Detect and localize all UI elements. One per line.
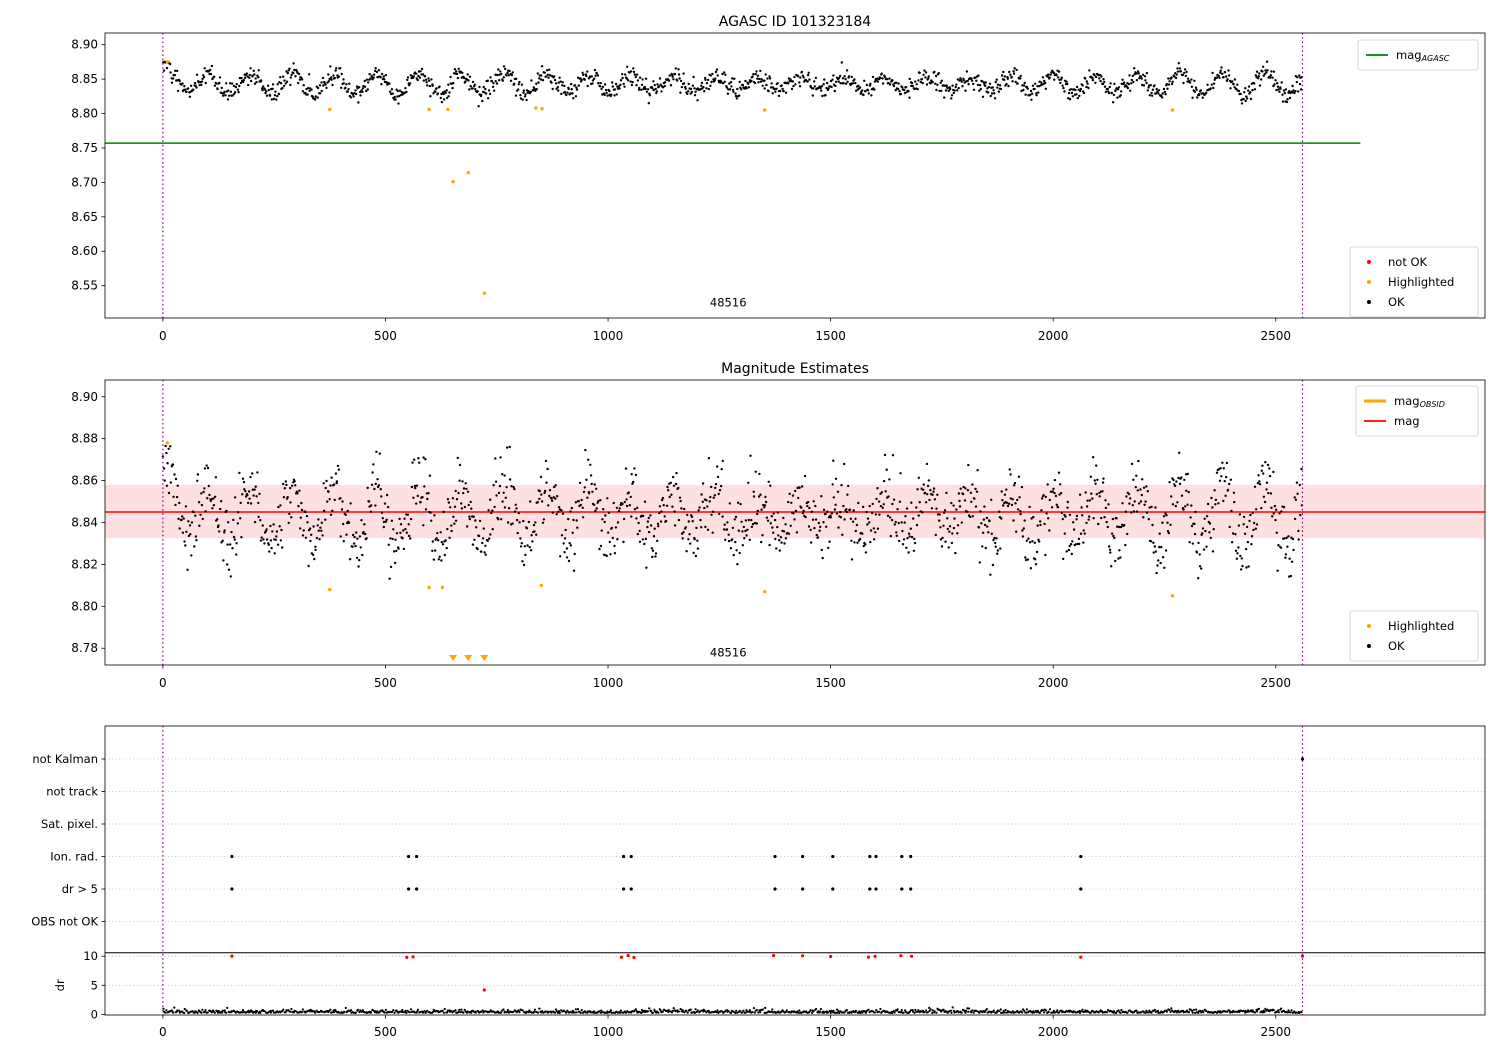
legend-box xyxy=(1357,39,1479,71)
obsid-annotation: 48516 xyxy=(710,646,747,660)
dr-tick-label: 5 xyxy=(91,978,98,992)
axes-frame xyxy=(104,32,1486,319)
dr-tick-label: 0 xyxy=(91,1007,98,1021)
x-tick-label: 2500 xyxy=(1261,329,1292,343)
x-tick-label: 1500 xyxy=(815,1025,846,1039)
dr-axis-label: dr xyxy=(53,979,67,991)
flag-row-label: OBS not OK xyxy=(31,915,98,929)
y-tick-label: 8.90 xyxy=(71,38,98,52)
x-tick-label: 2000 xyxy=(1038,329,1069,343)
legend-dot-sample xyxy=(1367,644,1371,648)
axes-frame xyxy=(104,379,1486,666)
flag-row-label: not track xyxy=(46,785,98,799)
dr-outlier-point xyxy=(482,988,486,992)
x-tick-label: 2500 xyxy=(1261,676,1292,690)
x-tick-label: 500 xyxy=(374,676,397,690)
panel-title: Magnitude Estimates xyxy=(721,361,869,377)
obsid-annotation: 48516 xyxy=(710,295,747,309)
ok-points xyxy=(161,444,1304,580)
y-tick-label: 8.80 xyxy=(71,599,98,613)
legend-dot-sample xyxy=(1367,624,1371,628)
flag-row-label: dr > 5 xyxy=(62,882,98,896)
flag-points xyxy=(230,757,1305,891)
ok-points xyxy=(162,60,1303,108)
legend-label: mag xyxy=(1394,414,1420,428)
y-tick-label: 8.60 xyxy=(71,244,98,258)
y-tick-label: 8.70 xyxy=(71,175,98,189)
panel-1: 48516 8.55 8.60 8.65 8.70 8.75 8.80 8.85 8.90 0 50… xyxy=(71,14,1486,343)
x-tick-label: 2000 xyxy=(1038,676,1069,690)
panel-title: AGASC ID 101323184 xyxy=(719,14,871,30)
x-tick-label: 1500 xyxy=(815,329,846,343)
legend-label: not OK xyxy=(1388,255,1428,269)
panel-3-flags: not Kalman not track Sat. pixel. Ion. rad. d… xyxy=(31,725,1486,1039)
legend-box xyxy=(1349,610,1479,662)
x-tick-label: 1000 xyxy=(593,1025,624,1039)
flag-row-label: Ion. rad. xyxy=(50,850,98,864)
x-tick-label: 500 xyxy=(374,329,397,343)
axes-frame xyxy=(104,725,1486,1016)
y-tick-label: 8.78 xyxy=(71,641,98,655)
dr-clipped-points xyxy=(230,953,1305,960)
highlighted-points xyxy=(165,441,1175,598)
y-tick-label: 8.75 xyxy=(71,141,98,155)
legend-label: Highlighted xyxy=(1388,275,1454,289)
x-tick-label: 1000 xyxy=(593,329,624,343)
x-tick-label: 0 xyxy=(159,1025,167,1039)
x-tick-label: 0 xyxy=(159,676,167,690)
x-tick-label: 1500 xyxy=(815,676,846,690)
clipped-low-marker xyxy=(449,655,458,661)
y-tick-label: 8.86 xyxy=(71,474,98,488)
legend-box xyxy=(1349,246,1479,318)
legend-box xyxy=(1355,385,1479,437)
flag-row-label: Sat. pixel. xyxy=(41,817,98,831)
clipped-low-marker xyxy=(480,655,489,661)
legend-label: Highlighted xyxy=(1388,619,1454,633)
x-tick-label: 1000 xyxy=(593,676,624,690)
y-tick-label: 8.80 xyxy=(71,107,98,121)
clipped-low-marker xyxy=(464,655,473,661)
gridlines xyxy=(105,758,1485,986)
legend-dot-sample xyxy=(1367,300,1371,304)
panel-2: 48516 8.78 8.80 8.82 8.84 8.86 8.88 8.90 0 500 100… xyxy=(71,361,1486,690)
dr-points xyxy=(162,1006,1303,1015)
flag-row-label: not Kalman xyxy=(32,752,98,766)
legend-dot-sample xyxy=(1367,260,1371,264)
y-tick-label: 8.85 xyxy=(71,72,98,86)
y-tick-label: 8.82 xyxy=(71,557,98,571)
x-tick-label: 0 xyxy=(159,329,167,343)
x-tick-label: 2500 xyxy=(1261,1025,1292,1039)
legend-label: OK xyxy=(1388,295,1405,309)
y-tick-label: 8.90 xyxy=(71,390,98,404)
x-tick-label: 2000 xyxy=(1038,1025,1069,1039)
legend-label: OK xyxy=(1388,639,1405,653)
dr-tick-label: 10 xyxy=(83,949,98,963)
y-tick-label: 8.84 xyxy=(71,516,98,530)
legend-dot-sample xyxy=(1367,280,1371,284)
y-tick-label: 8.88 xyxy=(71,432,98,446)
x-tick-label: 500 xyxy=(374,1025,397,1039)
y-tick-label: 8.55 xyxy=(71,279,98,293)
highlighted-points xyxy=(165,60,1175,295)
y-tick-label: 8.65 xyxy=(71,210,98,224)
